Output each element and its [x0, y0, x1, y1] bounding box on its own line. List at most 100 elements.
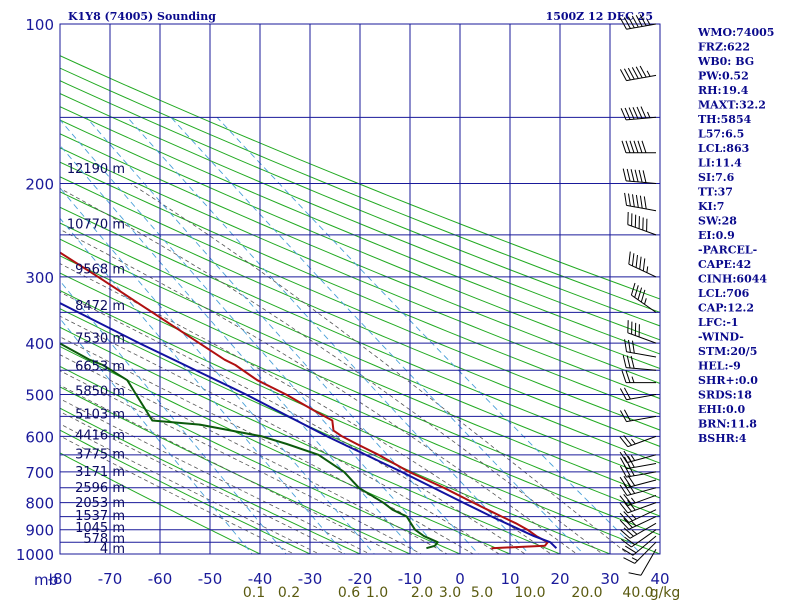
- height-label: 10770 m: [67, 218, 125, 233]
- mixing-ratio-tick-label: 5.0: [471, 585, 493, 600]
- wind-barb: [620, 529, 657, 548]
- wind-barb: [619, 509, 657, 523]
- pressure-tick-label: 100: [25, 16, 54, 34]
- dry-adiabat-line: [60, 365, 462, 554]
- temperature-tick-label: -70: [98, 570, 123, 588]
- pressure-tick-label: 700: [25, 464, 54, 482]
- wind-barb: [630, 282, 657, 313]
- plot-area: [60, 24, 660, 554]
- moist-adiabat-line: [60, 263, 552, 554]
- station-title: K1Y8 (74005) Sounding: [68, 10, 216, 23]
- dry-adiabat-line: [60, 345, 512, 554]
- pressure-unit-label: mb: [34, 571, 58, 589]
- mixing-ratio-tick-label: 0.1: [243, 585, 265, 600]
- wind-barb: [619, 65, 657, 82]
- height-label: 4 m: [100, 542, 125, 557]
- stability-index: SI:7.6: [698, 171, 735, 184]
- stability-index: CAPE:42: [698, 258, 751, 271]
- wind-barb: [627, 211, 657, 236]
- height-label: 9568 m: [75, 262, 125, 277]
- wind-barb: [621, 535, 657, 556]
- moist-adiabat-line: [60, 398, 371, 554]
- temperature-tick-label: -50: [198, 570, 223, 588]
- temperature-trace: [60, 251, 549, 550]
- sounding-traces: [60, 251, 558, 550]
- wind-barb: [621, 140, 656, 154]
- mixing-ratio-tick-label: 1.0: [366, 585, 388, 600]
- dry-adiabat-line: [60, 429, 312, 554]
- moist-adiabat-line: [60, 411, 346, 554]
- stability-index: HEL:-9: [698, 360, 741, 373]
- stability-index: LCL:706: [698, 287, 750, 300]
- temperature-tick-label: -40: [248, 570, 273, 588]
- dry-adiabat-line: [60, 238, 660, 499]
- wind-barb: [619, 474, 657, 489]
- stability-index: -WIND-: [698, 331, 744, 344]
- stability-index: SW:28: [698, 215, 737, 228]
- height-label: 2596 m: [75, 481, 125, 496]
- stability-index: PW:0.52: [698, 70, 749, 83]
- moist-adiabat-line: [60, 315, 500, 554]
- plot-frame: [59, 23, 661, 555]
- height-label: 3775 m: [75, 447, 125, 462]
- stability-index: LI:11.4: [698, 157, 742, 170]
- wind-barb: [619, 409, 657, 423]
- moist-adiabat-line: [60, 370, 422, 554]
- moist-adiabat-line: [130, 183, 629, 554]
- wind-barb: [628, 251, 657, 278]
- dry-adiabat-line: [60, 272, 660, 536]
- moist-adiabats: [60, 183, 629, 554]
- height-label: 1045 m: [75, 521, 125, 536]
- height-label: 3171 m: [75, 465, 125, 480]
- isotherms: [60, 24, 660, 554]
- temperature-tick-label: 30: [600, 570, 619, 588]
- pressure-tick-label: 800: [25, 495, 54, 513]
- mixing-ratio-tick-label: 40.0: [622, 585, 653, 600]
- stability-index: WMO:74005: [697, 26, 774, 39]
- pressure-tick-label: 200: [25, 176, 54, 194]
- height-label: 4416 m: [75, 429, 125, 444]
- stability-index: KI:7: [698, 200, 724, 213]
- wind-barb: [620, 522, 657, 539]
- stability-index: BSHR:4: [698, 432, 747, 445]
- pressure-tick-label: 900: [25, 522, 54, 540]
- wind-barb: [624, 192, 657, 212]
- temperature-tick-label: 10: [500, 570, 519, 588]
- height-label: 12190 m: [67, 162, 125, 177]
- wind-barbs: [619, 14, 657, 576]
- dry-adiabat-line: [60, 289, 660, 554]
- temperature-tick-label: -80: [48, 570, 73, 588]
- moist-adiabat-line: [60, 291, 526, 554]
- mixing-ratio-tick-label: 20.0: [571, 585, 602, 600]
- height-label: 7530 m: [75, 331, 125, 346]
- temperature-axis-labels: -80 -70 -60 -50 -40 -30 -20 -10 0 10 20 30 40: [48, 570, 670, 588]
- wind-barb: [621, 370, 656, 384]
- wind-barb: [619, 14, 657, 30]
- dry-adiabat-line: [60, 452, 262, 554]
- stability-index: STM:20/5: [698, 345, 757, 358]
- temperature-tick-label: 0: [455, 570, 465, 588]
- dry-adiabat-line: [60, 386, 412, 554]
- stability-index: SHR+:0.0: [698, 374, 758, 387]
- stability-index: MAXT:32.2: [698, 99, 766, 112]
- temperature-tick-label: -30: [298, 570, 323, 588]
- stability-index: -PARCEL-: [698, 244, 757, 257]
- stability-index: L57:6.5: [698, 128, 744, 141]
- pressure-tick-label: 400: [25, 335, 54, 353]
- stability-index: CINH:6044: [698, 273, 767, 286]
- height-label: 578 m: [83, 532, 125, 547]
- dry-adiabat-line: [60, 326, 562, 554]
- moist-adiabat-line: [60, 384, 397, 554]
- wind-barb: [627, 320, 657, 344]
- moist-adiabat-line: [60, 423, 321, 554]
- mixing-ratio-tick-label: 2.0: [411, 585, 433, 600]
- mixing-ratio-tick-label: g/kg: [650, 585, 681, 600]
- temperature-tick-label: 20: [550, 570, 569, 588]
- stability-index: LFC:-1: [698, 316, 739, 329]
- height-label: 6653 m: [75, 360, 125, 375]
- stability-index: TH:5854: [698, 113, 752, 126]
- wind-barb: [624, 339, 657, 358]
- pressure-tick-label: 1000: [16, 546, 54, 564]
